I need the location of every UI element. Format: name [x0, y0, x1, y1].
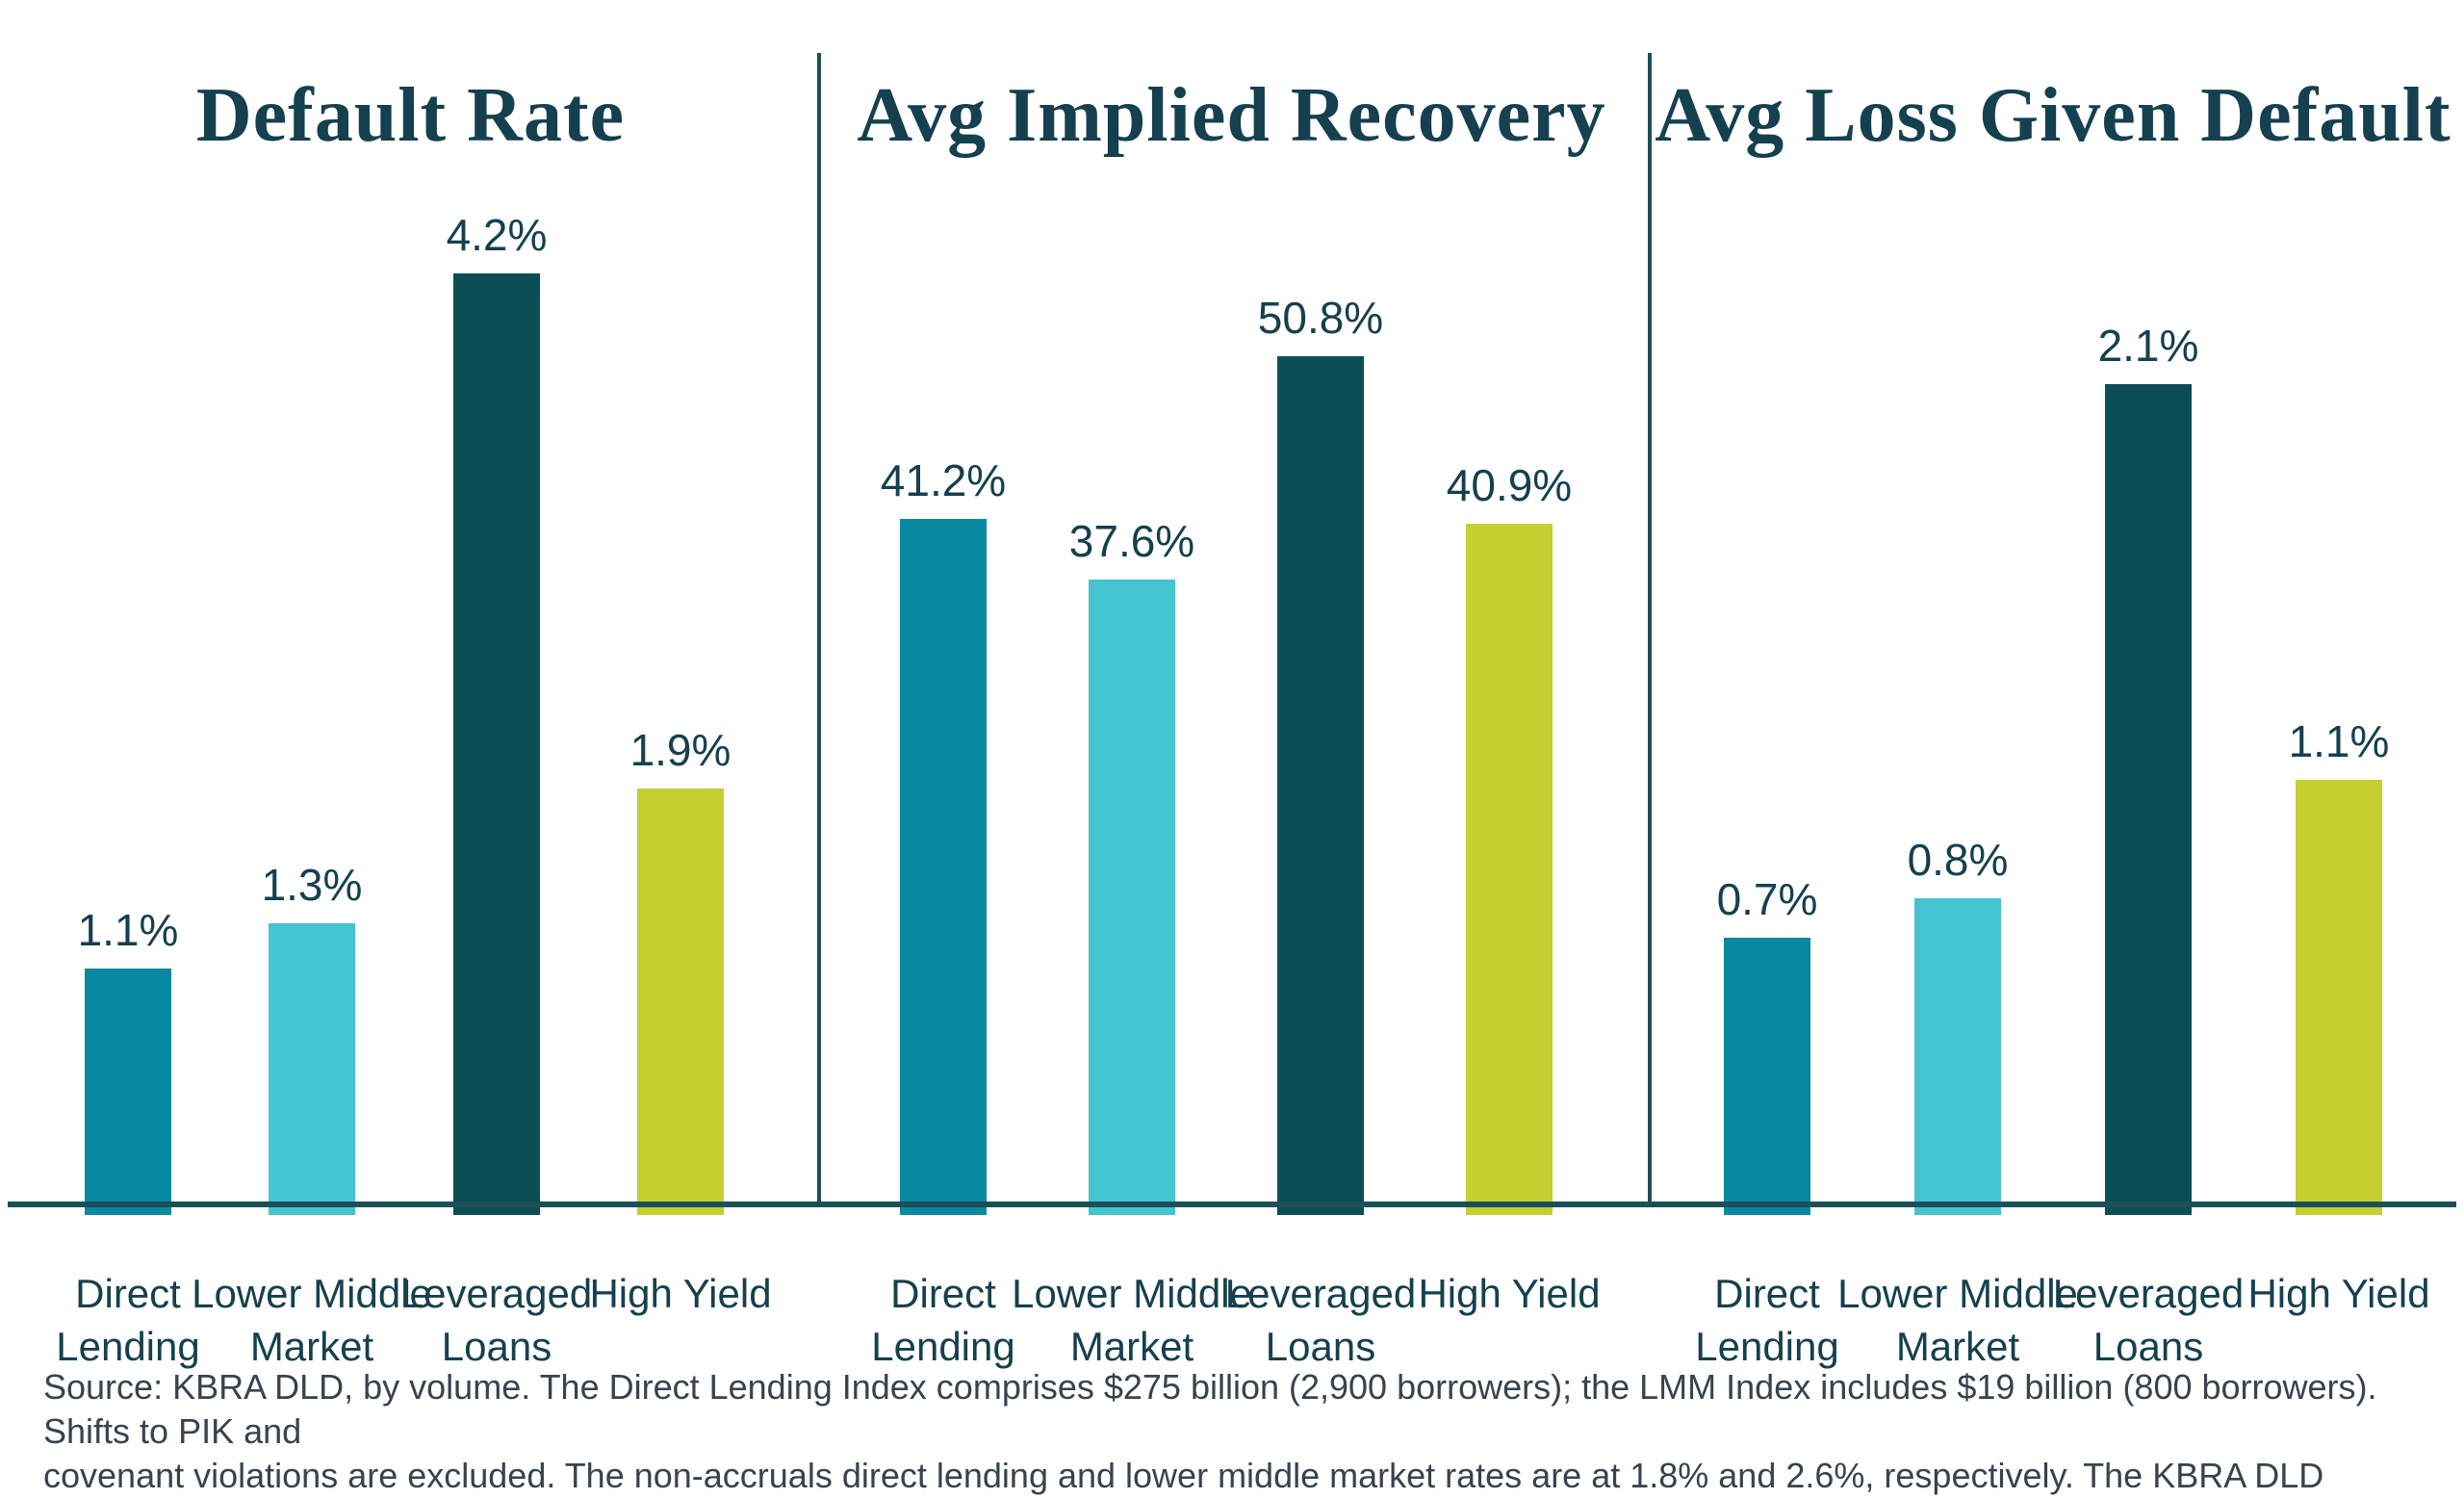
- panel-title-default-rate: Default Rate: [195, 73, 626, 158]
- category-label-line: Lending: [871, 1324, 1015, 1369]
- category-label-line: Direct: [890, 1271, 996, 1316]
- category-label-direct-lending: Direct Lending: [3, 1267, 253, 1373]
- bar-value-label: 1.3%: [261, 860, 363, 911]
- bar-high-yield: [2296, 779, 2382, 1215]
- category-label-line: Market: [1895, 1324, 2020, 1369]
- bar-value-label: 41.2%: [880, 454, 1007, 505]
- panel-divider-1: [817, 53, 821, 1206]
- category-label-line: Leveraged: [1224, 1271, 1417, 1316]
- bar-value-label: 40.9%: [1446, 459, 1573, 510]
- bar-high-yield: [637, 788, 724, 1215]
- bar-direct-lending: [85, 968, 171, 1215]
- bar-direct-lending: [1724, 938, 1810, 1215]
- panel-divider-2: [1648, 53, 1652, 1206]
- category-label-leveraged-loans: Leveraged Loans: [2023, 1267, 2273, 1373]
- bar-direct-lending: [900, 518, 987, 1215]
- source-note-line: Source: KBRA DLD, by volume. The Direct …: [43, 1367, 2377, 1451]
- category-label-line: High Yield: [1418, 1271, 1601, 1316]
- bar-lower-middle-market: [269, 923, 355, 1215]
- bar-value-label: 1.9%: [629, 725, 732, 776]
- bar-value-label: 1.1%: [77, 904, 179, 955]
- category-label-lower-middle-market: Lower Middle Market: [1833, 1267, 2083, 1373]
- category-label-direct-lending: Direct Lending: [1642, 1267, 1892, 1373]
- category-label-line: Loans: [1265, 1324, 1376, 1369]
- source-note-line: covenant violations are excluded. The no…: [43, 1456, 2324, 1495]
- category-label-high-yield: High Yield: [2214, 1267, 2464, 1320]
- bar-leveraged-loans: [453, 272, 540, 1215]
- category-label-line: Lending: [1695, 1324, 1839, 1369]
- category-label-line: Direct: [1714, 1271, 1820, 1316]
- category-label-line: Leveraged: [400, 1271, 593, 1316]
- bar-leveraged-loans: [1277, 355, 1364, 1215]
- category-label-line: Lower Middle: [1837, 1271, 2078, 1316]
- category-label-line: High Yield: [589, 1271, 772, 1316]
- bar-lower-middle-market: [1089, 579, 1175, 1215]
- bar-value-label: 0.7%: [1716, 874, 1818, 925]
- category-label-direct-lending: Direct Lending: [818, 1267, 1068, 1373]
- bar-high-yield: [1466, 523, 1553, 1215]
- bar-lower-middle-market: [1914, 898, 2001, 1215]
- x-axis-line: [8, 1202, 2456, 1207]
- category-label-high-yield: High Yield: [1384, 1267, 1634, 1320]
- bar-value-label: 0.8%: [1907, 835, 2009, 886]
- category-label-line: High Yield: [2247, 1271, 2430, 1316]
- category-label-line: Loans: [441, 1324, 552, 1369]
- bar-value-label: 4.2%: [446, 209, 548, 260]
- category-label-line: Lending: [56, 1324, 200, 1369]
- bar-leveraged-loans: [2105, 383, 2192, 1215]
- category-label-lower-middle-market: Lower Middle Market: [1007, 1267, 1257, 1373]
- category-label-line: Market: [1069, 1324, 1194, 1369]
- category-label-line: Lower Middle: [192, 1271, 432, 1316]
- category-label-line: Leveraged: [2052, 1271, 2245, 1316]
- panel-title-avg-loss-given-default: Avg Loss Given Default: [1655, 73, 2451, 158]
- category-label-line: Lower Middle: [1012, 1271, 1252, 1316]
- bar-value-label: 37.6%: [1068, 515, 1195, 566]
- category-label-line: Loans: [2092, 1324, 2204, 1369]
- bar-value-label: 2.1%: [2097, 320, 2199, 371]
- category-label-high-yield: High Yield: [555, 1267, 806, 1320]
- category-label-lower-middle-market: Lower Middle Market: [187, 1267, 437, 1373]
- category-label-leveraged-loans: Leveraged Loans: [1195, 1267, 1446, 1373]
- bar-value-label: 50.8%: [1257, 292, 1384, 343]
- source-note: Source: KBRA DLD, by volume. The Direct …: [43, 1365, 2430, 1499]
- bar-value-label: 1.1%: [2288, 715, 2390, 766]
- category-label-line: Direct: [75, 1271, 181, 1316]
- category-label-line: Market: [249, 1324, 374, 1369]
- category-label-leveraged-loans: Leveraged Loans: [372, 1267, 622, 1373]
- panel-title-avg-implied-recovery: Avg Implied Recovery: [857, 73, 1606, 158]
